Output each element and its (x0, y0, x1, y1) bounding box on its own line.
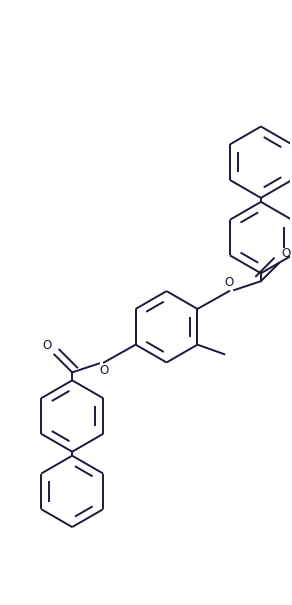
Text: O: O (42, 339, 51, 352)
Text: O: O (99, 364, 109, 378)
Text: O: O (225, 276, 234, 289)
Text: O: O (282, 247, 291, 260)
